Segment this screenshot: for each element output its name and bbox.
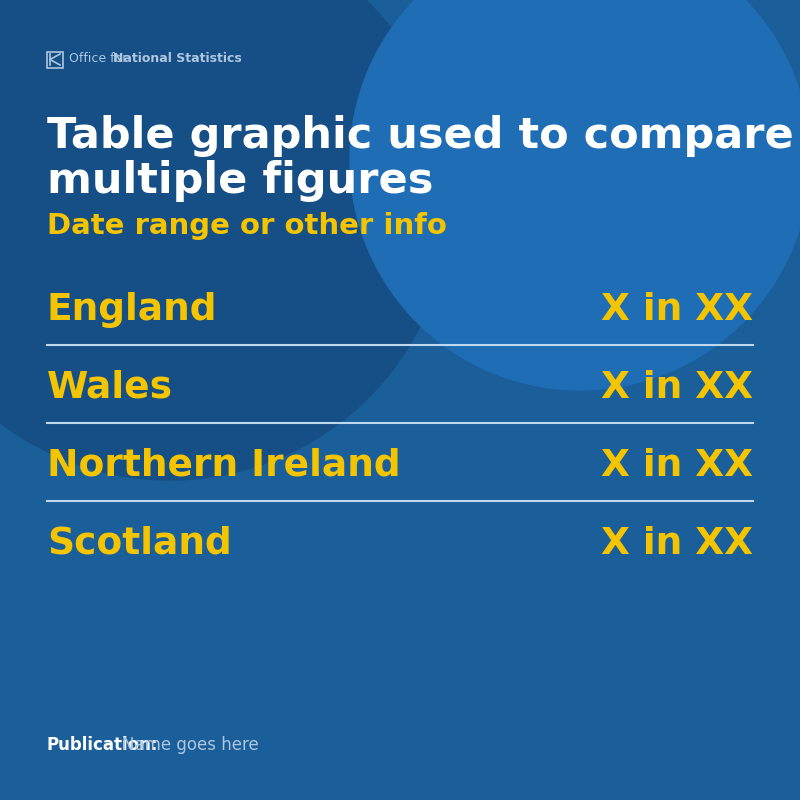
Circle shape [350,0,800,390]
Text: multiple figures: multiple figures [47,160,434,202]
Text: England: England [47,292,218,328]
Text: Northern Ireland: Northern Ireland [47,448,401,484]
Text: X in XX: X in XX [601,448,753,484]
Text: X in XX: X in XX [601,370,753,406]
Text: National Statistics: National Statistics [113,53,242,66]
Text: X in XX: X in XX [601,292,753,328]
Text: X in XX: X in XX [601,526,753,562]
Bar [47,52,63,68]
Text: Date range or other info: Date range or other info [47,212,447,240]
Text: Wales: Wales [47,370,173,406]
Text: Name goes here: Name goes here [122,736,258,754]
Text: Scotland: Scotland [47,526,232,562]
Circle shape [0,0,450,480]
Text: Office for: Office for [69,53,131,66]
Text: Table graphic used to compare: Table graphic used to compare [47,115,794,157]
Text: Publication:: Publication: [47,736,158,754]
